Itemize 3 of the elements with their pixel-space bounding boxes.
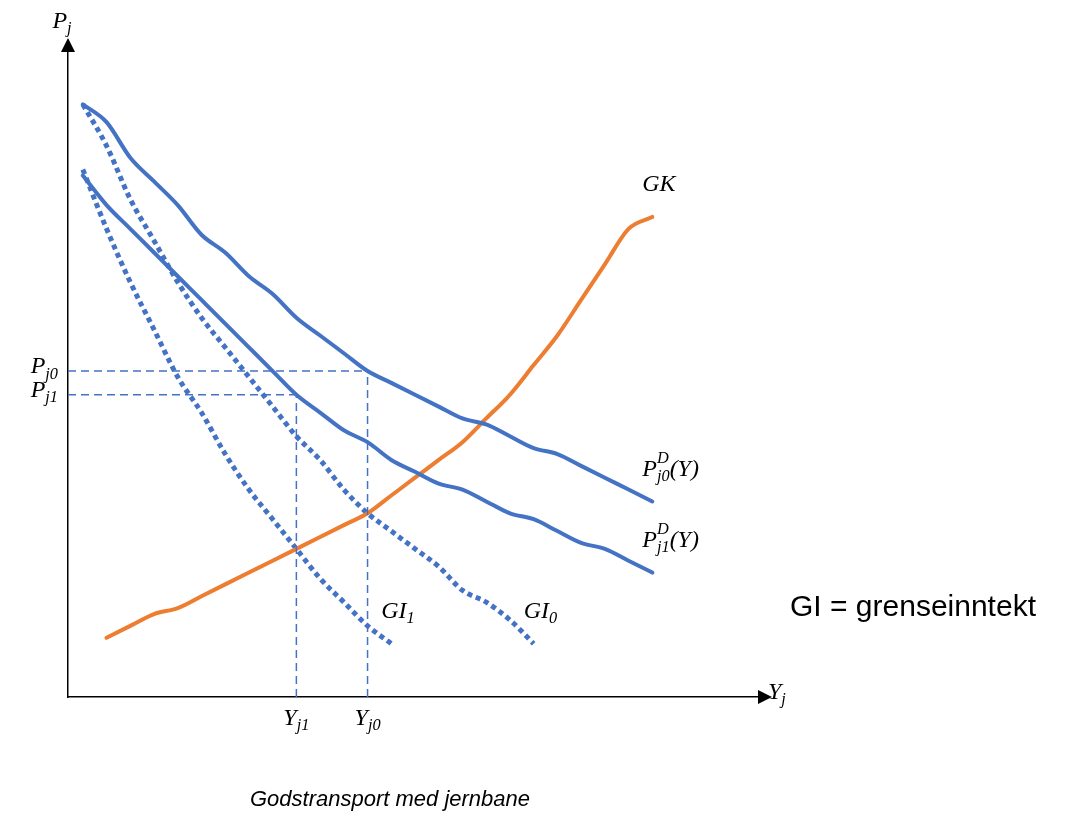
- text: GI = grenseinntekt: [790, 589, 1037, 623]
- series-label: GK: [642, 170, 678, 197]
- text: Godstransport med jernbane: [249, 786, 531, 812]
